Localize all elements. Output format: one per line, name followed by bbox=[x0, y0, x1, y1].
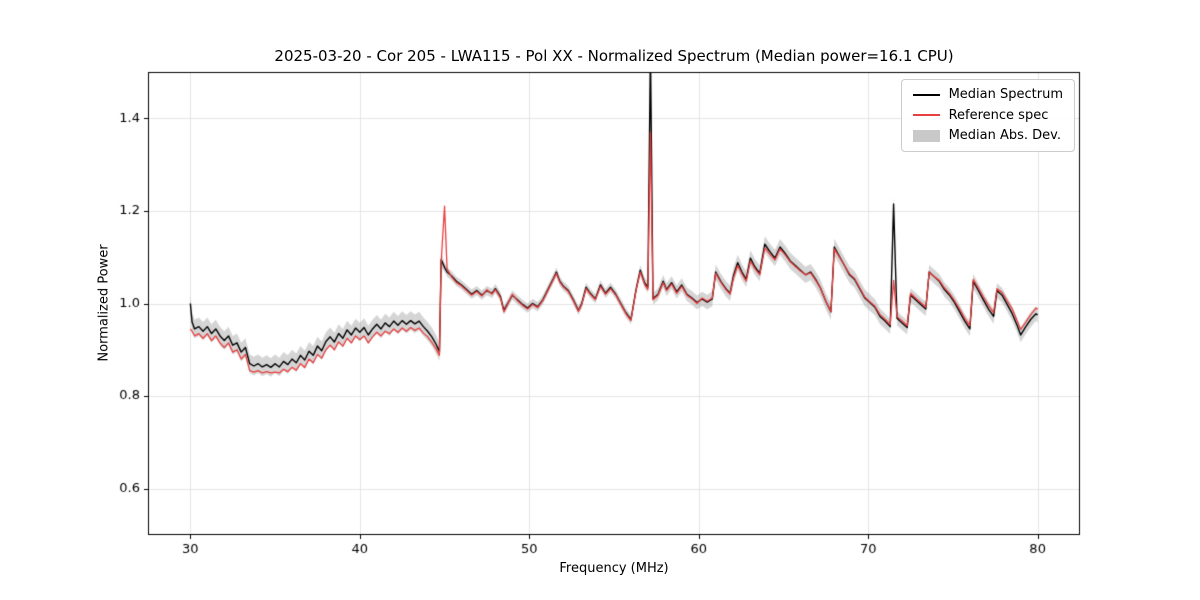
legend-line-swatch bbox=[912, 114, 940, 117]
x-axis-label: Frequency (MHz) bbox=[559, 561, 669, 576]
legend-label: Reference spec bbox=[948, 107, 1049, 123]
legend-entry: Median Abs. Dev. bbox=[912, 128, 1063, 144]
legend-line-swatch bbox=[912, 93, 940, 96]
chart-title: 2025-03-20 - Cor 205 - LWA115 - Pol XX -… bbox=[274, 47, 954, 65]
legend: Median Spectrum Reference spec Median Abs.… bbox=[900, 79, 1075, 152]
y-axis-label: Normalized Power bbox=[96, 244, 112, 362]
legend-label: Median Abs. Dev. bbox=[948, 128, 1062, 144]
legend-entry: Reference spec bbox=[912, 107, 1063, 124]
legend-patch-swatch bbox=[912, 129, 940, 142]
legend-label: Median Spectrum bbox=[948, 87, 1063, 102]
legend-entry: Median Spectrum bbox=[912, 87, 1063, 103]
